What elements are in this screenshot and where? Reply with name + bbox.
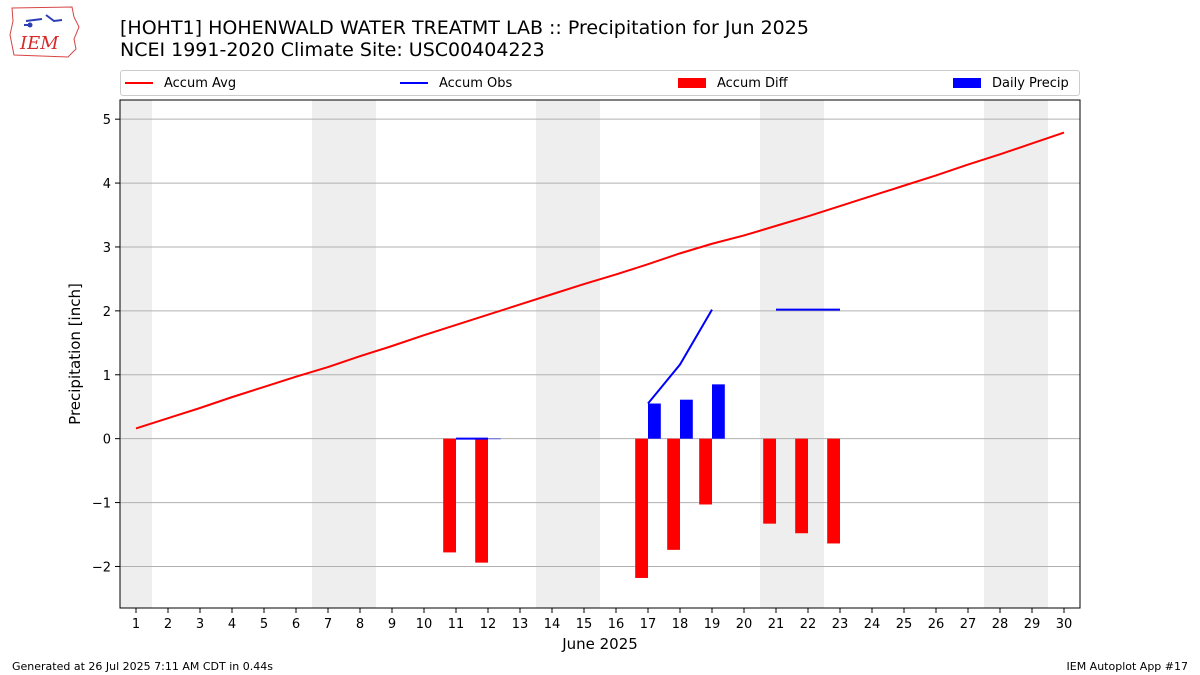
plot-frame (119, 99, 1081, 609)
legend-label-accum-avg: Accum Avg (164, 75, 237, 91)
chart-title: [HOHT1] HOHENWALD WATER TREATMT LAB :: P… (120, 17, 809, 61)
x-tick-label: 18 (672, 617, 689, 632)
weekend-band (984, 100, 1016, 608)
bar-accum-diff (667, 438, 680, 550)
x-tick-label: 11 (448, 617, 465, 632)
x-tick-label: 7 (324, 617, 332, 632)
x-tick-label: 21 (768, 617, 785, 632)
line-accum-avg (135, 131, 1065, 430)
x-tick-label: 9 (388, 617, 396, 632)
legend-swatch-daily-precip (953, 78, 981, 88)
weekend-band (1016, 100, 1048, 608)
legend: Accum Avg Accum Obs Accum Diff Daily Pre… (120, 70, 1080, 96)
legend-item-daily-precip: Daily Precip (953, 71, 1069, 95)
legend-label-accum-obs: Accum Obs (439, 75, 513, 91)
x-tick-label: 22 (800, 617, 817, 632)
legend-label-daily-precip: Daily Precip (992, 75, 1069, 91)
bar-daily-precip (648, 403, 661, 439)
x-tick-label: 12 (480, 617, 497, 632)
x-tick-label: 19 (704, 617, 721, 632)
weekend-band (792, 100, 824, 608)
x-axis-label: June 2025 (561, 635, 638, 653)
line-accum-obs (647, 309, 713, 405)
legend-swatch-accum-avg (125, 82, 153, 84)
bar-accum-diff (475, 438, 488, 563)
x-tick-label: 29 (1024, 617, 1041, 632)
weekend-band (760, 100, 792, 608)
y-tick-label: 4 (103, 177, 111, 192)
bar-daily-precip (680, 399, 693, 439)
y-tick-label: 2 (103, 305, 111, 320)
x-tick-label: 1 (132, 617, 140, 632)
x-tick-label: 28 (992, 617, 1009, 632)
x-tick-label: 30 (1056, 617, 1073, 632)
x-tick-label: 6 (292, 617, 300, 632)
weekend-band (536, 100, 568, 608)
legend-item-accum-diff: Accum Diff (678, 71, 788, 95)
x-tick-label: 8 (356, 617, 364, 632)
bar-daily-precip (712, 384, 725, 439)
x-tick-label: 20 (736, 617, 753, 632)
y-axis-label: Precipitation [inch] (66, 283, 84, 425)
x-tick-label: 15 (576, 617, 593, 632)
x-tick-label: 25 (896, 617, 913, 632)
y-tick-label: 1 (103, 369, 111, 384)
logo-text: IEM (19, 33, 59, 54)
x-tick-label: 13 (512, 617, 529, 632)
x-tick-label: 16 (608, 617, 625, 632)
y-tick-label: −1 (92, 497, 111, 512)
title-line-1: [HOHT1] HOHENWALD WATER TREATMT LAB :: P… (120, 17, 809, 39)
bar-accum-diff (763, 438, 776, 524)
x-tick-label: 10 (416, 617, 433, 632)
bar-accum-diff (443, 438, 456, 553)
weekend-band (568, 100, 600, 608)
y-tick-label: 3 (103, 241, 111, 256)
legend-item-accum-obs: Accum Obs (400, 71, 512, 95)
x-tick-label: 27 (960, 617, 977, 632)
weekend-band (312, 100, 344, 608)
weekend-band (344, 100, 376, 608)
bar-daily-precip (488, 438, 501, 440)
bar-accum-diff (635, 438, 648, 578)
legend-swatch-accum-obs (400, 82, 428, 84)
footer-generated: Generated at 26 Jul 2025 7:11 AM CDT in … (12, 660, 273, 673)
y-tick-label: 5 (103, 113, 111, 128)
bar-accum-diff (827, 438, 840, 544)
title-line-2: NCEI 1991-2020 Climate Site: USC00404223 (120, 39, 545, 61)
x-tick-label: 2 (164, 617, 172, 632)
x-tick-label: 3 (196, 617, 204, 632)
x-tick-label: 17 (640, 617, 657, 632)
bar-accum-diff (795, 438, 808, 534)
bar-accum-diff (699, 438, 712, 505)
legend-label-accum-diff: Accum Diff (717, 75, 788, 91)
legend-swatch-accum-diff (678, 78, 706, 88)
bar-daily-precip (456, 438, 469, 440)
y-tick-label: −2 (92, 560, 111, 575)
y-tick-label: 0 (103, 433, 111, 448)
x-tick-label: 26 (928, 617, 945, 632)
legend-item-accum-avg: Accum Avg (125, 71, 236, 95)
iem-logo: IEM (9, 6, 80, 58)
weekend-band (120, 100, 152, 608)
footer-app: IEM Autoplot App #17 (1066, 660, 1189, 673)
x-tick-label: 23 (832, 617, 849, 632)
x-tick-label: 5 (260, 617, 268, 632)
x-tick-label: 24 (864, 617, 881, 632)
x-tick-label: 4 (228, 617, 236, 632)
x-tick-label: 14 (544, 617, 561, 632)
